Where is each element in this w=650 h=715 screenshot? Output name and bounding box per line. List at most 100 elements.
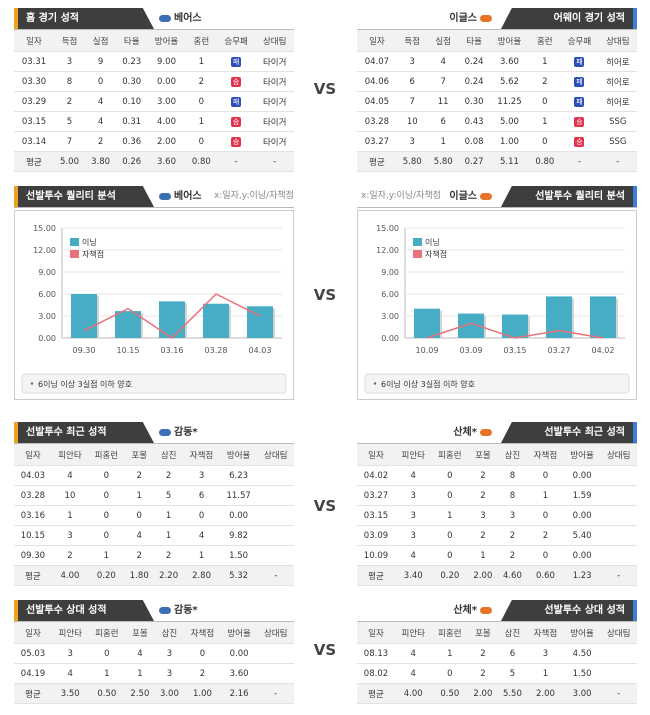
column-header: 방어율 bbox=[219, 444, 258, 466]
cell: 5.40 bbox=[563, 525, 601, 546]
average-cell: - bbox=[600, 565, 637, 586]
team-name: 감동* bbox=[156, 600, 198, 621]
cell: 8 bbox=[53, 71, 86, 92]
team-label: 감동* bbox=[174, 427, 198, 438]
panel-header: 선발투수 퀄리티 분석 이글스 x:일자,y:이닝/자책점 bbox=[357, 186, 637, 208]
data-row: 03.16 1 0 0 1 0 0.00 bbox=[14, 505, 294, 526]
cell: 2 bbox=[153, 545, 184, 566]
team-logo bbox=[159, 606, 171, 614]
column-header: 자책점 bbox=[183, 444, 220, 466]
cell: 2 bbox=[53, 91, 86, 112]
y-tick-label: 3.00 bbox=[381, 312, 399, 321]
x-tick-label: 03.15 bbox=[504, 346, 527, 355]
cell: 03.27 bbox=[357, 131, 397, 152]
innings-bar bbox=[414, 308, 440, 338]
team-name: 감동* bbox=[156, 422, 198, 443]
header-tab: 선발투수 퀄리티 분석 bbox=[14, 186, 154, 207]
note-box bbox=[364, 373, 630, 394]
result-icon: 승 bbox=[231, 116, 242, 127]
column-header: 상대팀 bbox=[598, 30, 637, 52]
data-row: 03.31 3 9 0.23 9.00 1 패 타이거 bbox=[14, 51, 294, 72]
average-cell: 2.16 bbox=[220, 683, 258, 704]
cell: 1 bbox=[153, 525, 184, 546]
column-header: 피홈런 bbox=[88, 444, 125, 466]
header-row: 일자 득점 실점 타율 방어율 홈런 승무패 상대팀 bbox=[357, 30, 637, 52]
quality-chart: 0.00 3.00 6.00 9.00 12.00 15.00 10.09 03.09 03.1… bbox=[357, 210, 637, 400]
average-cell: 3.40 bbox=[394, 565, 432, 586]
team-logo bbox=[159, 14, 171, 22]
cell: SSG bbox=[598, 131, 637, 152]
cell: 9 bbox=[85, 51, 117, 72]
cell: 타이거 bbox=[255, 51, 294, 72]
header-tab: 선발투수 퀄리티 분석 bbox=[501, 186, 637, 207]
average-cell: 5.80 bbox=[396, 151, 428, 172]
column-header: 타율 bbox=[458, 30, 490, 52]
x-tick-label: 03.27 bbox=[548, 346, 571, 355]
cell: 7 bbox=[396, 91, 428, 112]
average-cell: 2.80 bbox=[183, 565, 220, 586]
cell: 4.00 bbox=[147, 111, 186, 132]
y-tick-label: 15.00 bbox=[33, 224, 56, 233]
result-icon: 패 bbox=[574, 56, 585, 67]
cell: 1 bbox=[529, 51, 561, 72]
average-cell: 0.50 bbox=[88, 683, 126, 704]
cell: 3 bbox=[497, 505, 528, 526]
cell: 1 bbox=[183, 545, 220, 566]
chart-note: 6이닝 이상 3실점 이하 양호 bbox=[381, 379, 475, 389]
cell: 1 bbox=[527, 485, 564, 506]
cell bbox=[257, 663, 294, 684]
team-label: 이글스 bbox=[449, 191, 477, 202]
quality-chart: 0.00 3.00 6.00 9.00 12.00 15.00 09.30 10.15 03.1… bbox=[14, 210, 294, 400]
y-tick-label: 3.00 bbox=[38, 312, 56, 321]
cell: 타이거 bbox=[255, 71, 294, 92]
header-row: 일자 득점 실점 타율 방어율 홈런 승무패 상대팀 bbox=[14, 30, 294, 52]
team-logo bbox=[480, 192, 492, 200]
cell: 2.00 bbox=[147, 131, 186, 152]
header-title: 홈 경기 성적 bbox=[26, 13, 79, 24]
average-cell: - bbox=[255, 151, 294, 172]
team-label: 산체* bbox=[453, 427, 477, 438]
header-tab: 선발투수 최근 성적 bbox=[501, 422, 637, 443]
cell bbox=[257, 545, 294, 566]
cell: 2 bbox=[468, 525, 498, 546]
header-tab: 선발투수 상대 성적 bbox=[14, 600, 154, 621]
vs-label: VS bbox=[313, 80, 337, 98]
header-row: 일자 피안타 피홈런 포볼 삼진 자책점 방어율 상대팀 bbox=[14, 622, 294, 644]
column-header: 삼진 bbox=[154, 622, 185, 644]
vs-label: VS bbox=[313, 286, 337, 304]
cell: 승 bbox=[560, 131, 599, 152]
cell: 1 bbox=[427, 131, 459, 152]
legend-label: 이닝 bbox=[425, 237, 440, 247]
legend-label: 이닝 bbox=[82, 237, 97, 247]
team-name: 베어스 bbox=[156, 186, 202, 207]
column-header: 승무패 bbox=[216, 30, 256, 52]
x-tick-label: 10.09 bbox=[416, 346, 439, 355]
cell: 0 bbox=[184, 643, 221, 664]
column-header: 상대팀 bbox=[257, 444, 294, 466]
data-row: 03.09 3 0 2 2 2 5.40 bbox=[357, 525, 637, 546]
cell: 03.09 bbox=[357, 525, 395, 546]
result-icon: 승 bbox=[231, 136, 242, 147]
header-title: 선발투수 상대 성적 bbox=[26, 605, 107, 616]
cell: 패 bbox=[216, 91, 256, 112]
cell: 0 bbox=[88, 465, 125, 486]
column-header: 상대팀 bbox=[600, 622, 637, 644]
data-row: 03.29 2 4 0.10 3.00 0 패 타이거 bbox=[14, 91, 294, 112]
average-cell: 0.80 bbox=[185, 151, 217, 172]
result-icon: 승 bbox=[231, 76, 242, 87]
data-row: 03.27 3 0 2 8 1 1.59 bbox=[357, 485, 637, 506]
team-name: 이글스 bbox=[449, 186, 495, 207]
column-header: 피홈런 bbox=[88, 622, 126, 644]
stats-table: 일자 피안타 피홈런 포볼 삼진 자책점 방어율 상대팀 04.03 4 0 2 2 3 6.23 03.28… bbox=[14, 444, 294, 586]
cell bbox=[257, 525, 294, 546]
header-row: 일자 피안타 피홈런 포볼 삼진 자책점 방어율 상대팀 bbox=[14, 444, 294, 466]
cell: 5 bbox=[497, 663, 528, 684]
y-tick-label: 0.00 bbox=[381, 334, 399, 343]
cell: 2 bbox=[468, 663, 498, 684]
earned-run-line bbox=[83, 293, 261, 339]
x-tick-label: 10.15 bbox=[117, 346, 140, 355]
average-cell: - bbox=[216, 151, 256, 172]
cell: 03.29 bbox=[14, 91, 54, 112]
team-logo bbox=[480, 428, 492, 436]
cell: 4 bbox=[85, 111, 117, 132]
